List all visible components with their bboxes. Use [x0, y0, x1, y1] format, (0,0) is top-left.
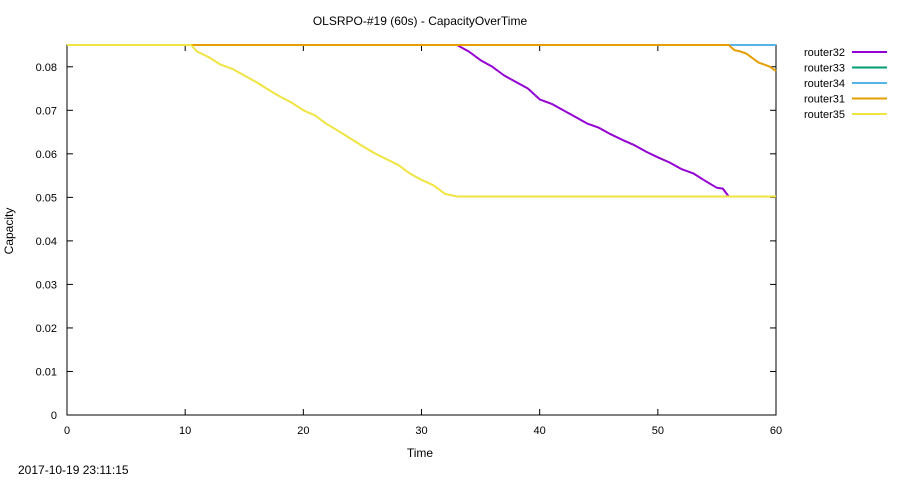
- legend-label-router34: router34: [804, 78, 845, 90]
- x-tick-label: 0: [64, 425, 70, 437]
- series-line-router35: [67, 44, 776, 198]
- x-tick-label: 20: [297, 425, 309, 437]
- y-tick-label: 0.07: [36, 105, 57, 117]
- x-tick-label: 60: [770, 425, 782, 437]
- legend-label-router35: router35: [804, 109, 845, 121]
- y-tick-label: 0.01: [36, 366, 57, 378]
- x-tick-label: 50: [652, 425, 664, 437]
- legend: router32 router33 router34 router31 router35: [804, 47, 887, 121]
- chart-title: OLSRPO-#19 (60s) - CapacityOverTime: [313, 14, 528, 28]
- y-tick-label: 0.06: [36, 149, 57, 161]
- y-tick-label: 0.05: [36, 192, 57, 204]
- x-tick-label: 40: [534, 425, 546, 437]
- x-tick-label: 10: [179, 425, 191, 437]
- timestamp: 2017-10-19 23:11:15: [18, 463, 129, 477]
- y-tick-label: 0.04: [36, 236, 57, 248]
- y-tick-label: 0.08: [36, 62, 57, 74]
- series-lines: [67, 44, 777, 198]
- legend-label-router31: router31: [804, 94, 845, 106]
- series-line-router32: [67, 44, 776, 198]
- y-tick-label: 0: [51, 410, 57, 422]
- x-axis-title: Time: [407, 446, 434, 460]
- legend-label-router32: router32: [804, 47, 845, 59]
- legend-label-router33: router33: [804, 63, 845, 75]
- plot-frame: [66, 44, 777, 416]
- x-tick-label: 30: [415, 425, 427, 437]
- y-tick-label: 0.02: [36, 323, 57, 335]
- y-tick-label: 0.03: [36, 279, 57, 291]
- series-line-router31: [67, 44, 777, 72]
- axis-ticks: 0 10 20 30 40 50 60 0 0.01 0.02 0.03 0.04 0.05 0.06 0.…: [36, 45, 782, 437]
- y-axis-title: Capacity: [2, 208, 16, 255]
